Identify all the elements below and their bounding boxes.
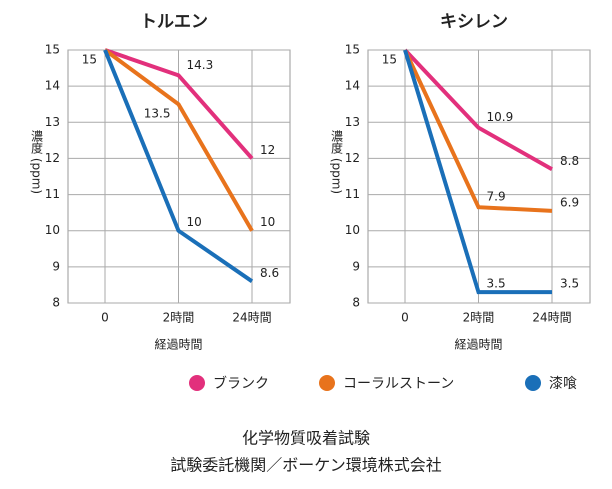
y-tick-label: 15: [345, 43, 360, 57]
y-axis-label: 濃度 (ppm): [30, 130, 44, 195]
series-line: [103, 48, 254, 232]
data-label: 10: [260, 215, 275, 229]
y-tick-label: 8: [352, 296, 360, 310]
legend-label: コーラルストーン: [343, 376, 454, 392]
data-label: 12: [260, 143, 275, 157]
y-tick-label: 13: [45, 115, 60, 129]
data-label: 8.8: [560, 154, 579, 168]
chart-title: キシレン: [440, 12, 508, 32]
y-tick-label: 9: [352, 259, 360, 273]
x-axis-label: 経過時間: [154, 338, 202, 352]
y-tick-label: 10: [45, 223, 60, 237]
y-tick-label: 14: [45, 79, 60, 93]
y-tick-label: 8: [52, 296, 60, 310]
x-tick-label: 2時間: [163, 311, 195, 325]
data-label: 13.5: [144, 107, 171, 121]
x-tick-label: 2時間: [463, 311, 495, 325]
x-tick-label: 24時間: [232, 311, 271, 325]
data-label: 6.9: [560, 195, 579, 209]
x-tick-label: 0: [101, 311, 109, 325]
y-tick-label: 15: [45, 43, 60, 57]
y-tick-label: 12: [45, 151, 60, 165]
x-tick-label: 24時間: [532, 311, 571, 325]
y-tick-label: 10: [345, 223, 360, 237]
series-line: [403, 49, 553, 213]
x-tick-label: 0: [401, 311, 409, 325]
legend-marker: [525, 375, 541, 391]
series-line: [103, 49, 254, 283]
legend-marker: [189, 375, 205, 391]
footer-line: 化学物質吸着試験: [242, 429, 370, 448]
data-label: 10.9: [487, 110, 514, 124]
legend-marker: [319, 375, 335, 391]
y-axis-label: 濃度 (ppm): [330, 130, 344, 195]
data-label: 10: [187, 215, 202, 229]
y-tick-label: 11: [45, 187, 60, 201]
y-tick-label: 11: [345, 187, 360, 201]
legend-label: 漆喰: [549, 376, 577, 392]
data-label: 7.9: [487, 190, 506, 204]
data-label: 3.5: [487, 277, 506, 291]
data-label: 3.5: [560, 277, 579, 291]
y-tick-label: 13: [345, 115, 360, 129]
data-label: 14.3: [187, 58, 214, 72]
series-line: [403, 48, 553, 172]
data-label: 15: [82, 53, 97, 67]
x-axis-label: 経過時間: [454, 338, 502, 352]
y-tick-label: 14: [345, 79, 360, 93]
data-label: 15: [382, 53, 397, 67]
footer-line: 試験委託機関／ボーケン環境株式会社: [170, 456, 442, 475]
legend-label: ブランク: [213, 375, 269, 392]
data-label: 8.6: [260, 266, 279, 280]
series-line: [403, 49, 552, 295]
y-tick-label: 9: [52, 259, 60, 273]
series-line: [104, 48, 254, 160]
chart-title: トルエン: [140, 12, 208, 32]
y-tick-label: 12: [345, 151, 360, 165]
